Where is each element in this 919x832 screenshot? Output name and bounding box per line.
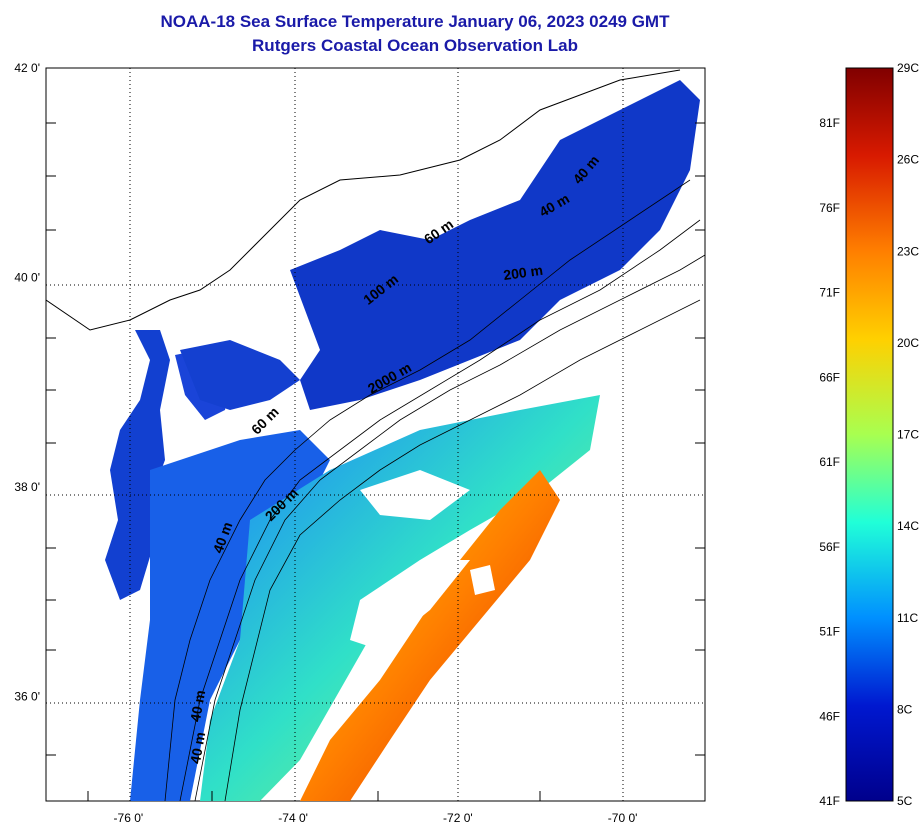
depth-contour: [224, 299, 701, 801]
colorbar-celsius-label: 8C: [897, 702, 913, 716]
coastline: [46, 69, 681, 331]
colorbar-fahrenheit-labels: 81F 76F 71F 66F 61F 56F 51F 46F 41F: [819, 116, 840, 808]
colorbar-celsius-label: 29C: [897, 61, 919, 75]
latitude-tick-label: 36 0': [14, 689, 40, 703]
longitude-tick-label: -72 0': [443, 811, 473, 825]
colorbar-fahrenheit-label: 76F: [819, 201, 840, 215]
temperature-colorbar: [845, 67, 894, 802]
latitude-tick-label: 40 0': [14, 270, 40, 284]
cloud-gap: [350, 560, 470, 650]
slope-mid-water: [200, 395, 600, 801]
colorbar-fahrenheit-label: 81F: [819, 116, 840, 130]
frame-ticks: [46, 122, 705, 801]
colorbar-celsius-label: 5C: [897, 794, 913, 808]
colorbar-celsius-label: 11C: [897, 611, 918, 625]
map-title: NOAA-18 Sea Surface Temperature January …: [160, 12, 670, 31]
gulf-stream-warm-water: [300, 470, 560, 801]
depth-contour-label: 40 m: [187, 689, 208, 723]
depth-contour: [179, 219, 701, 801]
depth-contour-label: 200 m: [502, 262, 544, 283]
colorbar-fahrenheit-label: 66F: [819, 370, 840, 384]
latitude-tick-label: 38 0': [14, 480, 40, 494]
longitude-tick-label: -70 0': [608, 811, 638, 825]
longitude-tick-label: -74 0': [278, 811, 308, 825]
map-subtitle: Rutgers Coastal Ocean Observation Lab: [252, 36, 578, 55]
northern-cold-patches: [290, 80, 700, 410]
depth-contour-label: 40 m: [187, 731, 208, 765]
latitude-labels: 42 0' 40 0' 38 0' 36 0': [14, 61, 40, 703]
latitude-tick-label: 42 0': [14, 61, 40, 75]
colorbar-fahrenheit-label: 71F: [819, 286, 840, 300]
colorbar-fahrenheit-label: 56F: [819, 540, 840, 554]
delmarva-cold-patch: [180, 340, 300, 410]
longitude-tick-label: -76 0': [114, 811, 144, 825]
longitude-labels: -76 0' -74 0' -72 0' -70 0': [114, 811, 638, 825]
colorbar-celsius-label: 14C: [897, 519, 919, 533]
depth-contour: [194, 254, 705, 801]
colorbar-fahrenheit-label: 61F: [819, 455, 840, 469]
cloud-gap: [470, 565, 495, 595]
colorbar-celsius-label: 23C: [897, 244, 919, 258]
depth-contour: [164, 179, 691, 801]
colorbar-celsius-label: 26C: [897, 153, 919, 167]
colorbar-fahrenheit-label: 41F: [819, 794, 840, 808]
map-data-layer: [46, 69, 705, 801]
colorbar-fahrenheit-label: 51F: [819, 625, 840, 639]
colorbar-celsius-label: 17C: [897, 428, 919, 442]
colorbar-celsius-labels: 29C 26C 23C 20C 17C 14C 11C 8C 5C: [897, 61, 919, 808]
colorbar-fahrenheit-label: 46F: [819, 709, 840, 723]
colorbar-celsius-label: 20C: [897, 336, 919, 350]
